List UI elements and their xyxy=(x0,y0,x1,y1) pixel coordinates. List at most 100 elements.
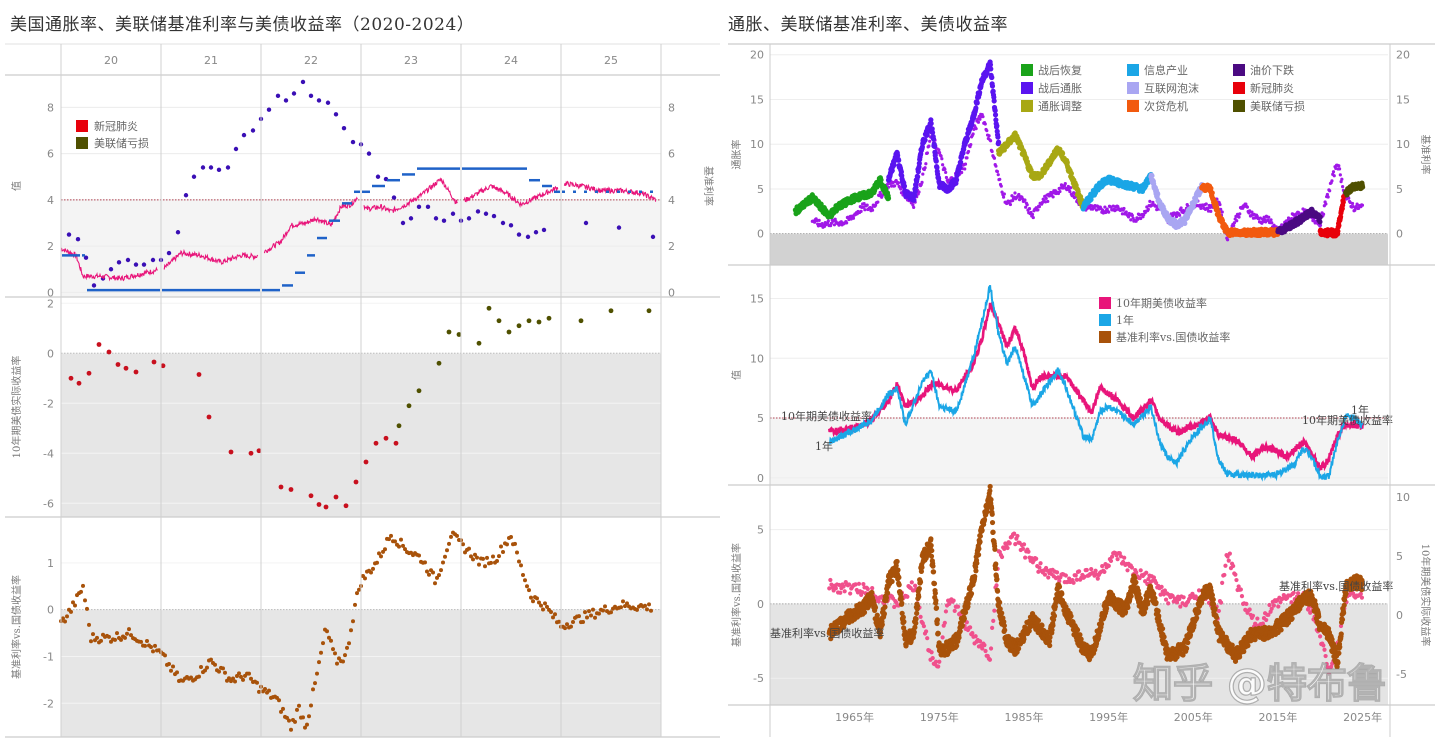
x-tick: 2005年 xyxy=(1174,710,1213,724)
watermark: 知乎 @特布鲁 xyxy=(1133,661,1387,707)
right-y-tick: 0 xyxy=(1396,228,1403,241)
legend-label: 新冠肺炎 xyxy=(1250,81,1294,95)
annotation-1y-left: 1年 xyxy=(815,439,833,453)
legend-label: 10年期美债收益率 xyxy=(1116,296,1207,310)
legend-swatch xyxy=(76,120,88,132)
left-axis-label: 基准利率vs.国债收益率 xyxy=(10,575,23,679)
right-y-tick: 10 xyxy=(1396,138,1410,151)
y-tick: -2 xyxy=(43,697,54,710)
right-chart-title: 通胀、美联储基准利率、美债收益率 xyxy=(728,15,1008,35)
y-tick: 0 xyxy=(757,228,764,241)
y-tick: -5 xyxy=(753,672,764,685)
y-tick: 5 xyxy=(757,412,764,425)
legend-swatch xyxy=(1099,297,1111,309)
right-y-tick: 0 xyxy=(668,286,675,299)
annotation-1y-right: 1年 xyxy=(1351,403,1369,417)
y-tick: 4 xyxy=(47,194,54,207)
y-tick: 0 xyxy=(47,347,54,360)
year-header: 20 xyxy=(104,54,118,67)
right-y-tick: 5 xyxy=(1396,550,1403,563)
x-tick: 1975年 xyxy=(920,710,959,724)
legend-swatch xyxy=(76,137,88,149)
y-tick: 0 xyxy=(757,472,764,485)
annotation-10y-left: 10年期美债收益率 xyxy=(781,409,872,423)
year-header: 22 xyxy=(304,54,318,67)
right-y-tick: 2 xyxy=(668,240,675,253)
y-tick: 2 xyxy=(47,297,54,310)
legend-label: 信息产业 xyxy=(1144,63,1188,77)
legend-swatch xyxy=(1233,82,1245,94)
y-tick: 5 xyxy=(757,524,764,537)
x-tick: 1995年 xyxy=(1089,710,1128,724)
year-header: 25 xyxy=(604,54,618,67)
right-y-tick: -5 xyxy=(1396,668,1407,681)
legend-swatch xyxy=(1127,64,1139,76)
y-tick: -1 xyxy=(43,650,54,663)
y-tick: 10 xyxy=(750,138,764,151)
left-axis-label: 通胀率 xyxy=(730,140,743,170)
y-tick: 1 xyxy=(47,557,54,570)
y-tick: 10 xyxy=(750,352,764,365)
legend-swatch xyxy=(1021,82,1033,94)
legend-label: 油价下跌 xyxy=(1250,63,1294,77)
legend-label: 基准利率vs.国债收益率 xyxy=(1116,330,1230,344)
annotation-spread-right: 基准利率vs.国债收益率 xyxy=(1279,579,1393,593)
left-axis-label: 值 xyxy=(10,181,23,191)
legend-label: 美联储亏损 xyxy=(1250,99,1305,113)
right-y-tick: 0 xyxy=(1396,609,1403,622)
left-chart-title: 美国通胀率、美联储基准利率与美债收益率（2020-2024） xyxy=(10,15,475,35)
legend-label: 战后通胀 xyxy=(1038,82,1082,95)
y-tick: 2 xyxy=(47,240,54,253)
year-header: 23 xyxy=(404,54,418,67)
legend-swatch xyxy=(1021,100,1033,112)
y-tick: 5 xyxy=(757,183,764,196)
year-header: 21 xyxy=(204,54,218,67)
legend-swatch xyxy=(1127,82,1139,94)
legend-swatch xyxy=(1127,100,1139,112)
x-tick: 2025年 xyxy=(1343,710,1382,724)
left-axis-label: 值 xyxy=(730,370,743,380)
y-tick: 8 xyxy=(47,101,54,114)
right-y-tick: 4 xyxy=(668,194,675,207)
yield-line xyxy=(828,285,1364,482)
legend-label: 美联储亏损 xyxy=(94,136,149,150)
right-axis-label: 10年期美债实际收益率 xyxy=(1419,544,1432,647)
left-axis-label: 10年期美债实际收益率 xyxy=(10,356,23,459)
year-header: 24 xyxy=(504,54,518,67)
legend-swatch xyxy=(1233,64,1245,76)
y-tick: 0 xyxy=(47,604,54,617)
right-y-tick: 6 xyxy=(668,148,675,161)
right-axis-label: 基准利率 xyxy=(1419,135,1432,175)
left-axis-label: 基准利率vs.国债收益率 xyxy=(730,543,743,647)
right-y-tick: 8 xyxy=(668,101,675,114)
y-tick: -4 xyxy=(43,447,54,460)
legend-swatch xyxy=(1099,331,1111,343)
legend-label: 次贷危机 xyxy=(1144,99,1188,113)
right-y-tick: 5 xyxy=(1396,183,1403,196)
x-tick: 1985年 xyxy=(1004,710,1043,724)
y-tick: 6 xyxy=(47,148,54,161)
x-tick: 1965年 xyxy=(835,710,874,724)
legend-swatch xyxy=(1099,314,1111,326)
legend-label: 战后恢复 xyxy=(1038,63,1082,77)
y-tick: 0 xyxy=(47,286,54,299)
right-y-tick: 15 xyxy=(1396,93,1410,106)
right-y-tick: 10 xyxy=(1396,491,1410,504)
legend-label: 1年 xyxy=(1116,313,1134,327)
right-y-tick: 20 xyxy=(1396,49,1410,62)
legend-label: 新冠肺炎 xyxy=(94,119,138,133)
legend-label: 通胀调整 xyxy=(1038,99,1082,113)
legend-swatch xyxy=(1233,100,1245,112)
annotation-spread-left: 基准利率vs.国债收益率 xyxy=(770,626,884,640)
right-axis-label: 基准利率 xyxy=(702,166,715,206)
y-tick: -2 xyxy=(43,397,54,410)
y-tick: 20 xyxy=(750,49,764,62)
legend-swatch xyxy=(1021,64,1033,76)
legend-label: 互联网泡沫 xyxy=(1144,81,1199,95)
y-tick: 15 xyxy=(750,93,764,106)
y-tick: -6 xyxy=(43,497,54,510)
y-tick: 15 xyxy=(750,292,764,305)
annotation-10y-right: 10年期美债收益率 xyxy=(1302,413,1393,427)
